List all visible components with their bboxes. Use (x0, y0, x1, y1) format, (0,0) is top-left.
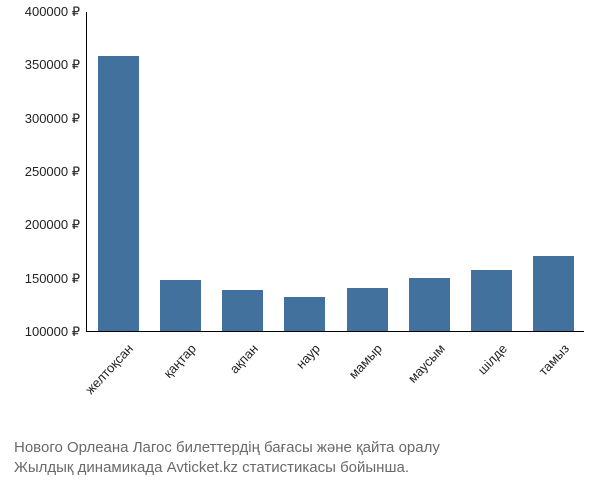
x-tick-label: маусым (404, 341, 447, 386)
x-tick-label: мамыр (346, 341, 385, 382)
y-tick-label: 350000 ₽ (25, 57, 80, 73)
plot-area (86, 12, 584, 332)
bar (347, 288, 388, 331)
x-tick-label: наур (293, 341, 323, 372)
x-tick-label: қаңтар (160, 341, 199, 381)
bar (222, 290, 263, 331)
bar (160, 280, 201, 331)
y-tick-label: 200000 ₽ (25, 217, 80, 233)
y-tick-label: 250000 ₽ (25, 164, 80, 180)
chart-caption: Нового Орлеана Лагос билеттердің бағасы … (14, 438, 590, 479)
bar (284, 297, 325, 331)
bar (471, 270, 512, 331)
bar (533, 256, 574, 331)
x-tick-label: желтоқсан (83, 341, 137, 397)
y-axis: 100000 ₽150000 ₽200000 ₽250000 ₽300000 ₽… (0, 12, 86, 332)
y-tick-label: 100000 ₽ (25, 324, 80, 340)
bar (409, 278, 450, 331)
x-tick-label: тамыз (536, 341, 572, 378)
caption-line-2: Жылдық динамикада Avticket.kz статистика… (14, 458, 590, 478)
chart-container: 100000 ₽ 150000 ₽ 200000 ₽ 250000 ₽ 300000 ₽… (0, 12, 600, 432)
x-axis-labels: желтоқсан қаңтар ақпан наур мамыр маусым шілде… (86, 337, 584, 447)
bar (98, 56, 139, 331)
y-tick-label: 400000 ₽ (25, 4, 80, 20)
caption-line-1: Нового Орлеана Лагос билеттердің бағасы … (14, 438, 590, 458)
x-tick-label: шілде (474, 341, 509, 377)
y-tick-label: 150000 ₽ (25, 271, 80, 287)
x-tick-label: ақпан (226, 341, 260, 376)
y-tick-label: 300000 ₽ (25, 111, 80, 127)
